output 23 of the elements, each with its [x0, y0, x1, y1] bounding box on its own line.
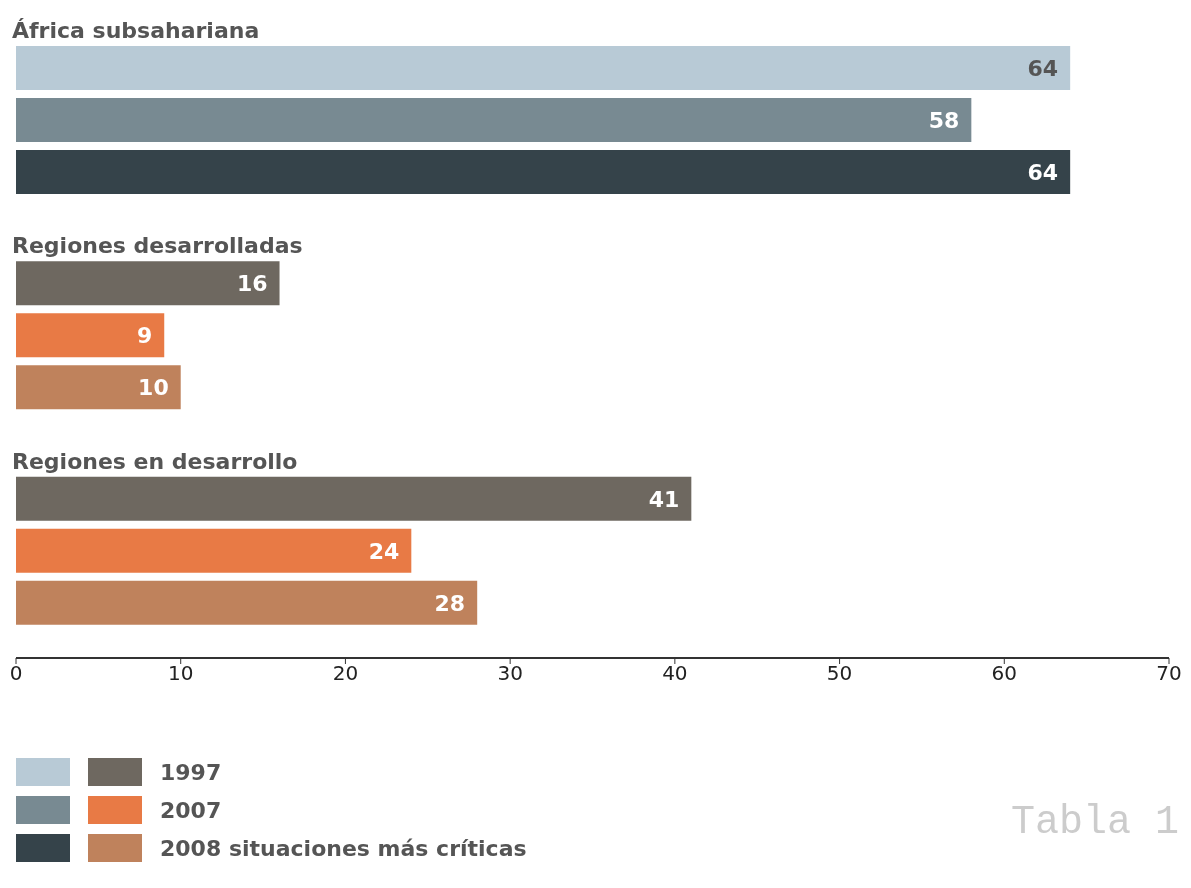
legend-label: 2007	[160, 797, 222, 823]
x-tick-label: 0	[9, 661, 23, 686]
y-tick-label: Regiones desarrolladas	[12, 233, 303, 259]
y-tick-label: Regiones en desarrollo	[12, 448, 298, 474]
x-tick-label: 10	[167, 661, 194, 686]
y-tick-label: África subsahariana	[12, 18, 260, 43]
data-label: 64	[1027, 160, 1059, 185]
data-label: 41	[648, 486, 680, 512]
data-label: 64	[1027, 56, 1059, 81]
data-label: 28	[434, 590, 466, 616]
data-label: 9	[136, 323, 153, 349]
x-tick-label: 40	[662, 661, 688, 686]
x-tick-label: 20	[332, 661, 359, 686]
x-tick-label: 60	[991, 661, 1018, 686]
data-label: 24	[368, 538, 400, 564]
x-tick-label: 50	[826, 661, 853, 686]
x-tick-label: 30	[497, 661, 523, 686]
x-tick-label: 70	[1156, 661, 1182, 686]
legend-label: 1997	[160, 759, 222, 785]
legend-label: 2008 situaciones más críticas	[160, 835, 527, 861]
data-label: 10	[138, 375, 169, 401]
data-label: 16	[236, 271, 268, 297]
data-label: 58	[928, 108, 960, 133]
